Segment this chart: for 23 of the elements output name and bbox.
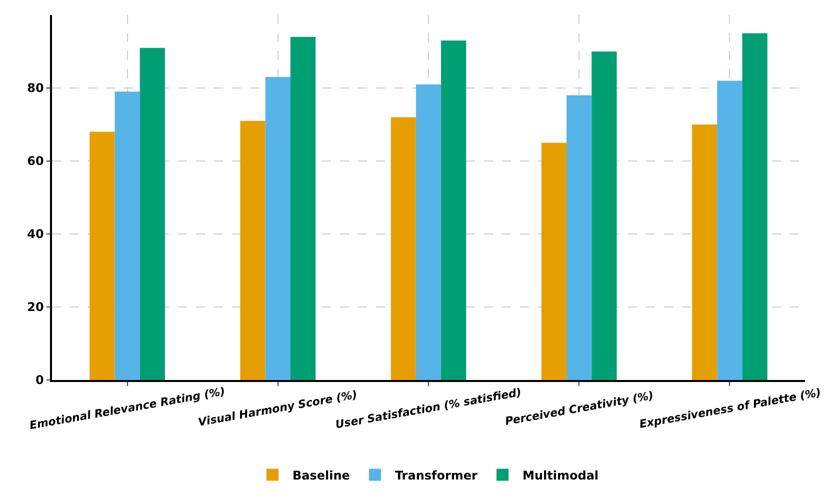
bar bbox=[692, 124, 718, 380]
bar bbox=[566, 95, 592, 380]
y-tick-label: 60 bbox=[27, 154, 44, 168]
bar bbox=[592, 52, 617, 380]
bar bbox=[390, 117, 416, 380]
bar bbox=[441, 40, 466, 380]
bar bbox=[717, 80, 742, 380]
bar bbox=[265, 77, 290, 380]
y-tick-label: 0 bbox=[35, 373, 44, 388]
y-tick-label: 80 bbox=[27, 81, 44, 96]
legend-label: Baseline bbox=[292, 468, 350, 482]
bar bbox=[114, 92, 140, 380]
bar bbox=[240, 120, 266, 380]
bar bbox=[416, 84, 442, 380]
y-tick-label: 20 bbox=[27, 300, 44, 314]
legend-label: Transformer bbox=[394, 468, 478, 482]
bar bbox=[742, 33, 768, 380]
bar bbox=[290, 36, 316, 380]
y-tick-label: 40 bbox=[27, 227, 44, 242]
bar bbox=[541, 142, 567, 380]
bar bbox=[140, 48, 165, 380]
bar bbox=[90, 132, 115, 380]
legend-label: Multimodal bbox=[522, 468, 599, 482]
